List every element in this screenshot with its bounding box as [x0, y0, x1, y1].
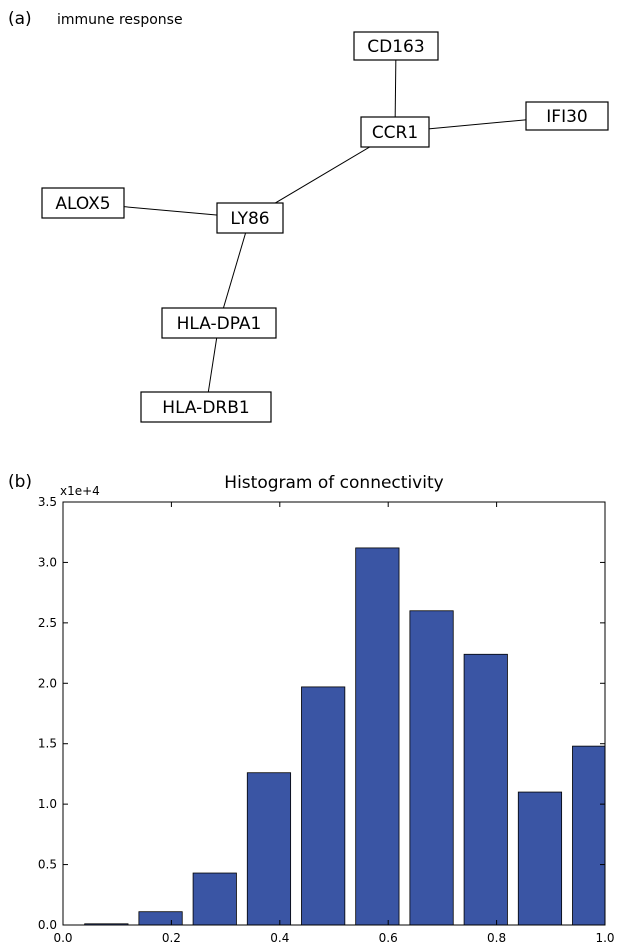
node-hla-dpa1: HLA-DPA1 — [161, 307, 277, 339]
network-edges — [82, 45, 568, 408]
node-label: HLA-DPA1 — [177, 314, 262, 334]
bar-6 — [409, 610, 454, 926]
bar-1 — [138, 911, 183, 926]
node-hla-drb1: HLA-DRB1 — [140, 391, 272, 423]
node-ccr1: CCR1 — [360, 116, 430, 148]
panel-b: (b) Histogram of connectivity x1e+4 0.0 0… — [8, 472, 615, 945]
node-box — [216, 202, 284, 234]
histogram-bars — [84, 547, 606, 926]
bar-4 — [301, 686, 346, 926]
panel-b-label: (b) — [8, 472, 32, 492]
bar-3 — [246, 772, 292, 926]
node-label: CD163 — [367, 37, 424, 57]
node-box — [525, 101, 609, 131]
y-tick-label: 3.5 — [38, 495, 57, 509]
y-axis: 0.0 0.5 1.0 1.5 2.0 2.5 3.0 3.5 — [38, 495, 605, 932]
node-ly86: LY86 — [216, 202, 284, 234]
node-label: HLA-DRB1 — [162, 398, 249, 418]
bar-8 — [517, 791, 563, 926]
node-label: IFI30 — [546, 107, 587, 127]
node-box — [161, 307, 277, 339]
y-tick-label: 1.5 — [38, 737, 57, 751]
plot-frame — [62, 501, 606, 926]
x-tick-label: 0.0 — [53, 931, 72, 945]
node-label: ALOX5 — [55, 194, 110, 214]
node-cd163: CD163 — [353, 31, 439, 61]
bar-9 — [572, 745, 606, 926]
y-tick-label: 0.5 — [38, 858, 57, 872]
node-ifi30: IFI30 — [525, 101, 609, 131]
y-tick-label: 3.0 — [38, 555, 57, 569]
panel-a: (a) immune response CD163 CCR1 IFI30 ALOX5 L… — [8, 9, 609, 423]
x-tick-label: 0.8 — [487, 931, 506, 945]
network-nodes: CD163 CCR1 IFI30 ALOX5 LY86 HLA-DPA1 HLA-DRB1 — [41, 31, 609, 423]
y-tick-label: 1.0 — [38, 797, 57, 811]
bar-2 — [192, 872, 237, 926]
panel-a-title: immune response — [57, 12, 183, 28]
x-tick-label: 0.4 — [270, 931, 289, 945]
y-tick-label: 0.0 — [38, 918, 57, 932]
x-tick-label: 0.2 — [162, 931, 181, 945]
node-box — [360, 116, 430, 148]
node-label: LY86 — [230, 209, 269, 229]
y-tick-label: 2.0 — [38, 676, 57, 690]
node-box — [353, 31, 439, 61]
node-box — [41, 187, 125, 219]
chart-title: Histogram of connectivity — [224, 473, 443, 493]
bar-5 — [355, 547, 400, 926]
bar-7 — [463, 653, 508, 926]
node-label: CCR1 — [372, 123, 418, 143]
y-scale-label: x1e+4 — [60, 484, 100, 498]
y-tick-label: 2.5 — [38, 616, 57, 630]
panel-a-label: (a) — [8, 9, 32, 29]
x-axis: 0.0 0.2 0.4 0.6 0.8 1.0 — [53, 502, 615, 945]
edge-ly86-hla-dpa1 — [218, 217, 251, 324]
node-box — [140, 391, 272, 423]
x-tick-label: 0.6 — [379, 931, 398, 945]
x-tick-label: 1.0 — [595, 931, 614, 945]
node-alox5: ALOX5 — [41, 187, 125, 219]
